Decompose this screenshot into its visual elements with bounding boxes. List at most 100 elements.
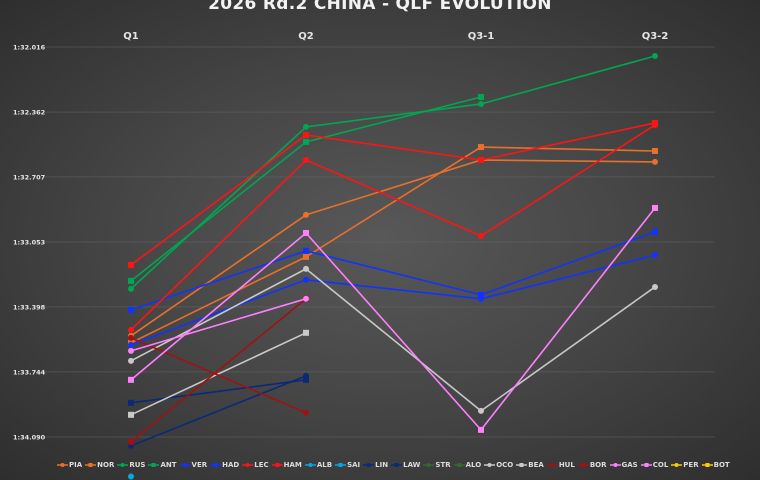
x-category-label: Q3-2: [642, 31, 669, 42]
data-point: [303, 138, 309, 145]
legend-swatch-icon: [453, 463, 465, 467]
data-point: [478, 232, 484, 239]
data-point: [652, 228, 658, 235]
series-segment: [480, 146, 656, 152]
y-tick-label: 1:33.744: [13, 368, 46, 376]
chart-title: 2026 Rd.2 CHINA - QLF EVOLUTION: [208, 0, 552, 14]
data-point: [128, 473, 134, 480]
legend-item-alb[interactable]: ALB: [304, 461, 332, 469]
data-point: [652, 147, 658, 154]
legend-item-alo[interactable]: ALO: [453, 461, 482, 469]
legend-item-str[interactable]: STR: [423, 461, 451, 469]
legend-label: VER: [191, 461, 208, 469]
data-point: [303, 409, 309, 416]
legend-swatch-icon: [57, 463, 68, 467]
y-tick-label: 1:33.053: [13, 239, 45, 247]
series-segment: [305, 146, 482, 258]
series-segment: [130, 279, 307, 346]
legend-item-ham[interactable]: HAM: [271, 461, 302, 469]
legend-swatch-icon: [335, 463, 347, 467]
legend-item-ant[interactable]: ANT: [148, 461, 177, 469]
legend-label: LIN: [375, 461, 389, 469]
series-ver: [128, 251, 658, 348]
series-oco: [128, 265, 658, 414]
legend-label: PIA: [69, 461, 83, 469]
legend-item-rus[interactable]: RUS: [117, 461, 145, 469]
legend-swatch-icon: [363, 463, 375, 467]
series-had: [128, 228, 658, 313]
legend-label: LAW: [403, 461, 421, 469]
data-point: [303, 247, 309, 254]
data-point: [652, 251, 658, 258]
legend: PIA NOR RUS ANT VER HAD LEC HAM ALB SAI LIN LAW STR A…: [57, 461, 757, 469]
x-axis-labels: Q1 Q2 Q3-1 Q3-2: [123, 31, 668, 42]
data-point: [303, 265, 309, 272]
y-tick-label: 1:34.090: [13, 434, 46, 442]
legend-item-bea[interactable]: BEA: [516, 461, 544, 469]
legend-item-hul[interactable]: HUL: [546, 461, 575, 469]
series-segment: [305, 250, 482, 296]
series-lec: [128, 122, 658, 333]
legend-item-pia[interactable]: PIA: [57, 461, 82, 469]
series-segment: [130, 256, 307, 344]
series-segment: [480, 55, 656, 105]
data-point: [128, 399, 134, 406]
legend-item-ver[interactable]: VER: [179, 461, 208, 469]
series-law: [128, 376, 309, 406]
legend-item-lec[interactable]: LEC: [242, 461, 269, 469]
series-segment: [305, 96, 482, 143]
grid: [45, 46, 715, 438]
series-segment: [130, 126, 307, 290]
legend-item-had[interactable]: HAD: [210, 461, 239, 469]
legend-item-bor[interactable]: BOR: [577, 461, 607, 469]
data-point: [652, 204, 658, 211]
series-segment: [480, 207, 656, 431]
data-point: [128, 277, 134, 284]
legend-label: BOT: [713, 461, 730, 469]
legend-item-bot[interactable]: BOT: [701, 461, 730, 469]
x-category-label: Q2: [298, 31, 314, 42]
legend-label: ALO: [465, 461, 482, 469]
data-point: [652, 283, 658, 290]
series-hul: [128, 334, 309, 416]
legend-item-gas[interactable]: GAS: [609, 461, 638, 469]
y-tick-label: 1:32.362: [13, 109, 45, 117]
series-col: [128, 204, 658, 433]
legend-swatch-icon: [701, 463, 713, 467]
legend-label: BOR: [589, 461, 607, 469]
data-point: [128, 347, 134, 354]
data-point: [128, 261, 134, 268]
legend-label: RUS: [129, 461, 146, 469]
legend-item-sai[interactable]: SAI: [335, 461, 360, 469]
legend-label: PER: [683, 461, 699, 469]
data-point: [128, 411, 134, 418]
legend-item-per[interactable]: PER: [671, 461, 699, 469]
y-axis-ticks: 1:32.016 1:32.362 1:32.707 1:33.053 1:33.398…: [13, 44, 46, 442]
series-segment: [305, 232, 482, 431]
series-segment: [305, 134, 482, 161]
legend-item-oco[interactable]: OCO: [484, 461, 513, 469]
data-point: [478, 291, 484, 298]
legend-swatch-icon: [423, 463, 435, 467]
legend-item-law[interactable]: LAW: [391, 461, 420, 469]
series-segment: [130, 298, 307, 352]
x-category-label: Q3-1: [468, 31, 495, 42]
legend-swatch-icon: [242, 463, 254, 467]
series-segment: [305, 159, 482, 237]
legend-item-nor[interactable]: NOR: [85, 461, 114, 469]
legend-swatch-icon: [546, 463, 558, 467]
series-segment: [130, 159, 307, 331]
legend-label: SAI: [347, 461, 361, 469]
legend-swatch-icon: [609, 463, 621, 467]
data-point: [303, 123, 309, 130]
series-ham: [128, 119, 658, 268]
series-segment: [130, 250, 307, 311]
data-point: [478, 144, 484, 151]
data-point: [652, 119, 658, 126]
legend-item-lin[interactable]: LIN: [363, 461, 388, 469]
series-segment: [130, 141, 307, 282]
data-point: [128, 357, 134, 364]
data-point: [128, 438, 134, 445]
series-segment: [130, 214, 307, 337]
legend-item-col[interactable]: COL: [640, 461, 668, 469]
